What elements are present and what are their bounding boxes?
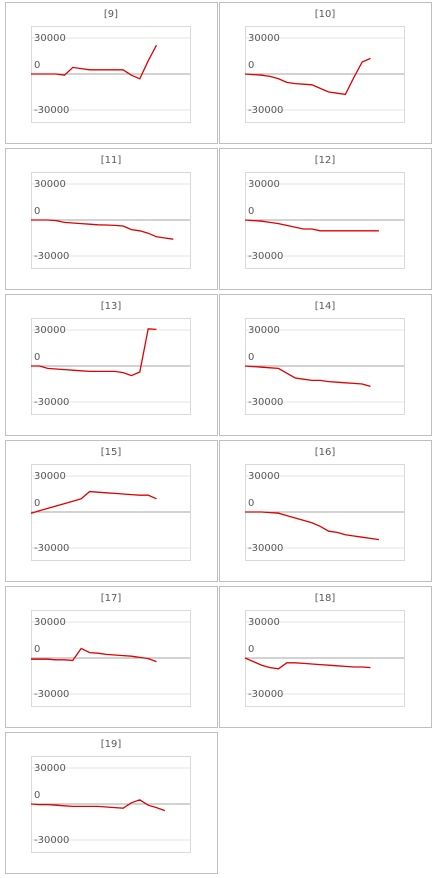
y-tick-label: 0 [34, 644, 40, 655]
y-tick-label: 0 [248, 498, 254, 509]
y-tick-label: -30000 [34, 397, 69, 408]
y-tick-label: 30000 [34, 763, 66, 774]
y-tick-label: 0 [34, 60, 40, 71]
y-tick-label: 0 [248, 60, 254, 71]
y-tick-label: 0 [34, 206, 40, 217]
data-line [245, 511, 379, 541]
y-tick-label: 0 [34, 352, 40, 363]
y-tick-label: -30000 [248, 105, 283, 116]
y-tick-label: 30000 [34, 179, 66, 190]
y-tick-label: 30000 [248, 33, 280, 44]
data-line [30, 490, 157, 514]
y-tick-label: -30000 [34, 689, 69, 700]
chart-title: [19] [101, 739, 122, 750]
y-tick-label: -30000 [248, 251, 283, 262]
y-tick-label: 0 [248, 644, 254, 655]
y-tick-label: 30000 [248, 471, 280, 482]
data-line [244, 219, 379, 232]
y-tick-label: 30000 [248, 617, 280, 628]
chart-title: [11] [101, 155, 122, 166]
chart-title: [9] [104, 9, 118, 20]
y-tick-label: -30000 [34, 543, 69, 554]
y-tick-label: 0 [248, 206, 254, 217]
y-tick-label: -30000 [34, 105, 69, 116]
data-line [31, 647, 157, 663]
data-line [31, 219, 174, 240]
y-tick-label: 30000 [34, 617, 66, 628]
y-tick-label: 30000 [34, 471, 66, 482]
data-line [31, 328, 157, 377]
chart-title: [13] [101, 301, 122, 312]
y-tick-label: 0 [248, 352, 254, 363]
data-line [244, 657, 371, 670]
y-tick-label: -30000 [248, 689, 283, 700]
chart-title: [12] [315, 155, 336, 166]
y-tick-label: -30000 [248, 543, 283, 554]
chart-title: [10] [315, 9, 336, 20]
y-tick-label: -30000 [248, 397, 283, 408]
y-tick-label: -30000 [34, 835, 69, 846]
data-line [244, 365, 371, 388]
chart-title: [18] [315, 593, 336, 604]
data-line [31, 44, 158, 80]
y-tick-label: 30000 [34, 325, 66, 336]
y-tick-label: 30000 [248, 325, 280, 336]
y-tick-label: 30000 [34, 33, 66, 44]
y-tick-label: 30000 [248, 179, 280, 190]
y-tick-label: 0 [34, 790, 40, 801]
y-tick-label: 0 [34, 498, 40, 509]
chart-title: [17] [101, 593, 122, 604]
chart-title: [15] [101, 447, 122, 458]
chart-title: [16] [315, 447, 336, 458]
chart-title: [14] [315, 301, 336, 312]
data-line [30, 799, 166, 812]
data-line [244, 57, 371, 96]
y-tick-label: -30000 [34, 251, 69, 262]
